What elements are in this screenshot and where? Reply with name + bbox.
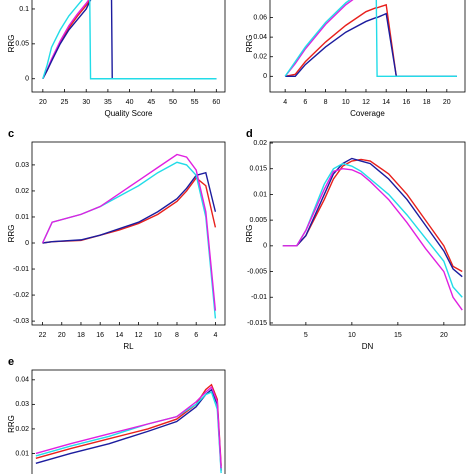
y-axis-label: RRG xyxy=(245,225,254,243)
y-tick-label: 0.04 xyxy=(15,377,29,384)
y-tick-label: 0.02 xyxy=(253,140,267,147)
x-tick-label: 4 xyxy=(213,332,217,339)
plot-frame xyxy=(269,141,466,326)
x-tick-label: 10 xyxy=(348,332,356,339)
y-tick-label: -0.015 xyxy=(247,320,267,327)
series-line xyxy=(42,0,217,80)
x-tick-label: 55 xyxy=(191,99,199,106)
y-axis-label: RRG xyxy=(245,35,254,53)
y-tick-label: 0.03 xyxy=(15,401,29,408)
series-line xyxy=(35,383,222,466)
y-axis-label: RRG xyxy=(7,225,16,243)
x-tick-label: 15 xyxy=(394,332,402,339)
x-axis-label: DN xyxy=(362,342,374,351)
y-axis-label: RRG xyxy=(7,415,16,433)
y-tick-label: -0.01 xyxy=(251,294,267,301)
y-tick-label: -0.01 xyxy=(13,266,29,273)
x-tick-label: 6 xyxy=(303,99,307,106)
x-tick-label: 35 xyxy=(104,99,112,106)
y-tick-label: 0.04 xyxy=(253,34,267,41)
x-tick-label: 4 xyxy=(283,99,287,106)
series-line xyxy=(285,3,397,78)
x-tick-label: 12 xyxy=(135,332,143,339)
plot-frame xyxy=(31,141,226,326)
x-tick-label: 14 xyxy=(115,332,123,339)
series-line xyxy=(42,0,217,80)
x-tick-label: 20 xyxy=(39,99,47,106)
y-tick-label: 0 xyxy=(263,243,267,250)
plot-frame xyxy=(269,0,466,93)
x-tick-label: 14 xyxy=(382,99,390,106)
x-tick-label: 6 xyxy=(194,332,198,339)
x-tick-label: 25 xyxy=(61,99,69,106)
plot-area xyxy=(35,383,222,474)
series-line xyxy=(41,153,217,311)
series-line xyxy=(35,386,222,469)
y-tick-label: 0.1 xyxy=(19,6,29,13)
series-line xyxy=(284,0,457,78)
y-tick-label: 0.02 xyxy=(253,54,267,61)
y-tick-label: 0 xyxy=(25,76,29,83)
plot-area xyxy=(284,0,457,78)
plot-frame xyxy=(31,369,226,474)
plot-area xyxy=(41,153,217,319)
x-tick-label: 40 xyxy=(126,99,134,106)
y-tick-label: 0.01 xyxy=(15,450,29,457)
panel-label: d xyxy=(246,128,253,140)
x-tick-label: 5 xyxy=(304,332,308,339)
y-tick-label: -0.005 xyxy=(247,268,267,275)
panel-label: c xyxy=(8,128,14,140)
x-tick-label: 20 xyxy=(440,332,448,339)
panel-label: e xyxy=(8,356,14,368)
series-line xyxy=(282,168,463,311)
y-tick-label: 0.05 xyxy=(15,41,29,48)
y-tick-label: 0 xyxy=(25,240,29,247)
series-line xyxy=(35,391,222,474)
y-tick-label: 0.02 xyxy=(15,188,29,195)
x-axis-label: Quality Score xyxy=(104,109,153,118)
series-line xyxy=(282,158,463,273)
x-tick-label: 10 xyxy=(342,99,350,106)
series-line xyxy=(35,388,222,471)
y-tick-label: -0.03 xyxy=(13,318,29,325)
x-tick-label: 16 xyxy=(96,332,104,339)
series-line xyxy=(42,171,217,244)
y-tick-label: -0.02 xyxy=(13,292,29,299)
x-tick-label: 8 xyxy=(175,332,179,339)
x-axis-label: RL xyxy=(123,342,134,351)
x-axis-label: Coverage xyxy=(350,109,385,118)
plot-area xyxy=(282,157,463,311)
y-tick-label: 0.06 xyxy=(253,14,267,21)
y-tick-label: 0 xyxy=(263,73,267,80)
x-tick-label: 60 xyxy=(212,99,220,106)
x-tick-label: 10 xyxy=(154,332,162,339)
y-tick-label: 0.015 xyxy=(249,166,267,173)
x-tick-label: 22 xyxy=(39,332,47,339)
y-tick-label: 0.01 xyxy=(15,214,29,221)
x-tick-label: 16 xyxy=(403,99,411,106)
x-tick-label: 45 xyxy=(147,99,155,106)
y-tick-label: 0.02 xyxy=(15,426,29,433)
y-tick-label: 0.01 xyxy=(253,191,267,198)
x-tick-label: 8 xyxy=(324,99,328,106)
x-tick-label: 18 xyxy=(77,332,85,339)
x-tick-label: 30 xyxy=(82,99,90,106)
x-tick-label: 20 xyxy=(58,332,66,339)
series-line xyxy=(285,12,457,78)
plot-area xyxy=(42,0,217,80)
x-tick-label: 12 xyxy=(362,99,370,106)
y-axis-label: RRG xyxy=(7,35,16,53)
y-tick-label: 0.03 xyxy=(15,162,29,169)
y-tick-label: 0.005 xyxy=(249,217,267,224)
series-line xyxy=(282,157,463,278)
x-tick-label: 50 xyxy=(169,99,177,106)
series-line xyxy=(284,0,354,77)
x-tick-label: 20 xyxy=(443,99,451,106)
x-tick-label: 18 xyxy=(423,99,431,106)
